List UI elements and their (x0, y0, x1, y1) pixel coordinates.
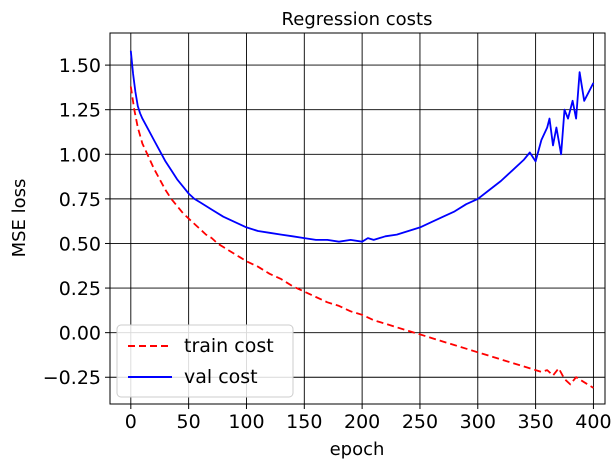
y-tick-label: 0.00 (59, 323, 101, 345)
y-axis-ticks: −0.25 0.00 0.25 0.50 0.75 1.00 1.25 1.50 (43, 55, 110, 389)
y-tick-label: 0.25 (59, 278, 101, 300)
x-tick-label: 300 (460, 411, 496, 433)
series-line-val-cost (129, 50, 595, 243)
x-tick-label: 150 (286, 411, 322, 433)
y-tick-label: 1.50 (59, 55, 101, 77)
y-tick-label: −0.25 (43, 367, 101, 389)
x-tick-label: 400 (575, 411, 611, 433)
y-tick-label: 0.50 (59, 233, 101, 255)
legend: train cost val cost (116, 324, 294, 398)
x-tick-label: 0 (125, 411, 137, 433)
plot-frame (109, 32, 606, 405)
x-tick-label: 350 (517, 411, 553, 433)
legend-label-val-cost: val cost (184, 366, 258, 388)
x-axis-label: epoch (330, 439, 385, 460)
x-axis-ticks: 0 50 100 150 200 250 300 350 400 (125, 404, 612, 433)
legend-label-train-cost: train cost (184, 335, 274, 357)
series-layer (129, 50, 595, 389)
y-axis-label: MSE loss (9, 179, 30, 258)
x-tick-label: 50 (177, 411, 201, 433)
chart-title: Regression costs (282, 9, 433, 30)
x-tick-label: 100 (228, 411, 264, 433)
x-tick-label: 200 (344, 411, 380, 433)
y-tick-label: 1.00 (59, 144, 101, 166)
legend-box (116, 324, 294, 398)
x-tick-label: 250 (402, 411, 438, 433)
y-tick-label: 0.75 (59, 189, 101, 211)
series-line-train-cost (129, 86, 594, 389)
y-tick-label: 1.25 (59, 100, 101, 122)
